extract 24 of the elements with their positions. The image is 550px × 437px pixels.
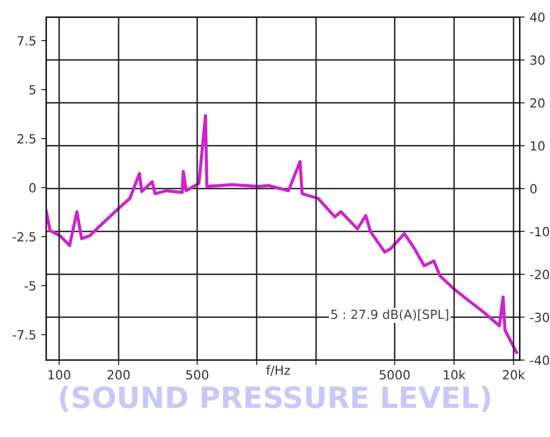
x-tick-label: 10k — [444, 370, 466, 380]
y-tick-label: -7.5 — [12, 330, 36, 340]
x-tick-label: 500 — [186, 370, 208, 380]
y2-tick-label: 20 — [530, 98, 545, 108]
x-tick-label: 200 — [108, 370, 130, 380]
y2-tick-label: 10 — [530, 141, 545, 151]
y2-tick-label: 30 — [530, 55, 545, 65]
y-tick-label: -5 — [24, 281, 36, 291]
x-axis-title: f/Hz — [266, 365, 290, 376]
y2-tick-label: -10 — [530, 226, 550, 236]
y2-tick-label: -40 — [530, 356, 550, 366]
y2-tick-label: -20 — [530, 270, 550, 280]
y2-tick-label: -30 — [530, 312, 550, 322]
y2-tick-label: 0 — [530, 184, 537, 194]
x-tick-label: 5000 — [380, 370, 410, 380]
y-tick-label: 7.5 — [18, 36, 36, 46]
annotation: 5 : 27.9 dB(A)[SPL] — [331, 309, 448, 321]
y-tick-label: 2.5 — [18, 134, 36, 144]
y-tick-label: 0 — [29, 183, 36, 193]
y-tick-label: -2.5 — [12, 232, 36, 242]
x-tick-label: 100 — [48, 370, 70, 380]
y-tick-label: 5 — [29, 85, 36, 94]
y2-tick-label: 40 — [530, 12, 545, 22]
x-tick-label: 20k — [502, 370, 526, 380]
